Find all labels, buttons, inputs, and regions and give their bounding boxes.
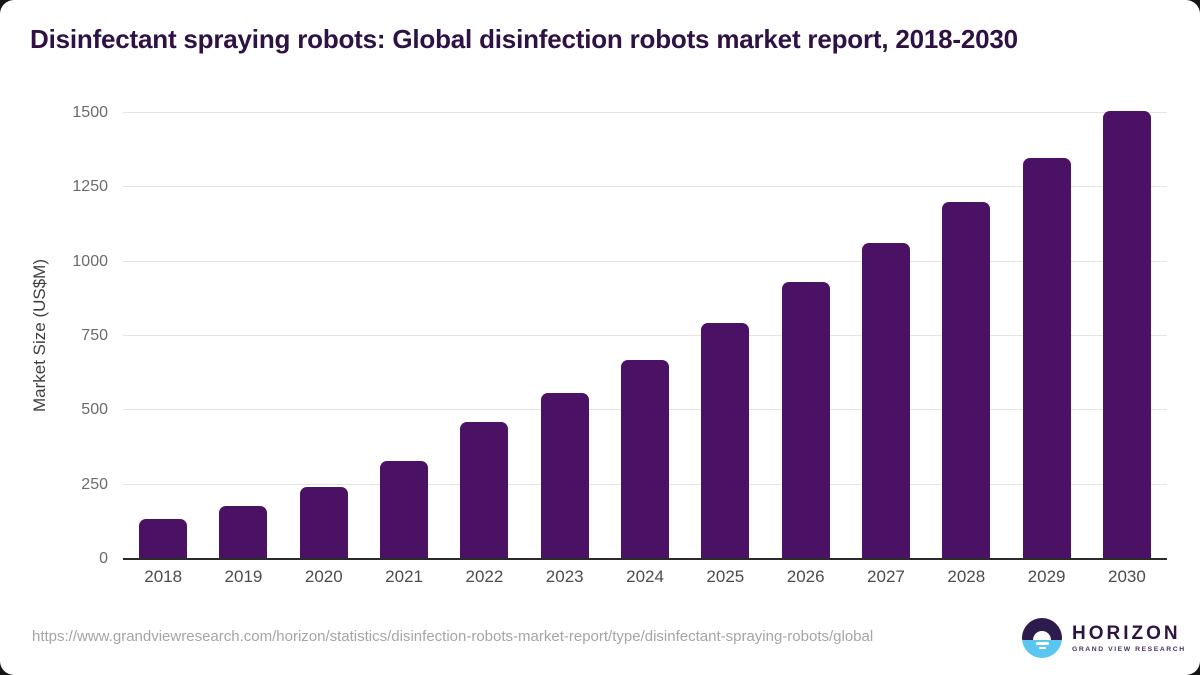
bar-slot-2023	[525, 113, 605, 559]
gridline-750	[123, 335, 1167, 336]
bar-2029	[1022, 157, 1071, 559]
x-tick-label-2030: 2030	[1107, 567, 1146, 586]
x-tick-label-2027: 2027	[867, 567, 905, 586]
bar-2021	[380, 461, 429, 559]
bar-2026	[781, 281, 830, 559]
bar-slot-2030	[1087, 111, 1167, 559]
bar-2028	[942, 202, 991, 559]
bar-2027	[861, 243, 910, 559]
chart-title: Disinfectant spraying robots: Global dis…	[30, 24, 1018, 54]
bar-slot-2028	[926, 113, 1006, 559]
bar-2024	[621, 360, 670, 559]
y-tick-label-0: 0	[99, 550, 108, 567]
y-tick-label-1250: 1250	[72, 178, 108, 196]
y-tick-label-500: 500	[81, 401, 108, 419]
x-tick-label-2029: 2029	[1027, 567, 1066, 586]
x-tick-label-2028: 2028	[947, 567, 986, 586]
x-axis-line	[123, 558, 1167, 560]
logo-name: HORIZON	[1072, 622, 1181, 644]
y-tick-label-1000: 1000	[72, 252, 108, 270]
bar-slot-2029	[1006, 113, 1086, 559]
bar-slot-2020	[284, 113, 364, 559]
bar-slot-2018	[123, 113, 203, 559]
bar-slot-2025	[685, 113, 765, 559]
x-tick-label-2022: 2022	[465, 567, 504, 586]
logo-tagline: GRAND VIEW RESEARCH	[1072, 645, 1186, 653]
gridline-1000	[123, 260, 1167, 262]
bar-2030	[1102, 111, 1151, 559]
y-tick-label-1500: 1500	[72, 104, 108, 121]
x-tick-label-2025: 2025	[706, 567, 745, 586]
bar-slot-2021	[364, 113, 444, 559]
y-tick-label-250: 250	[81, 475, 108, 493]
y-axis-ticks: 0 250 500 750 1000 1250 1500	[0, 104, 108, 567]
gridline-1250	[123, 186, 1167, 188]
bar-2025	[701, 322, 750, 559]
bar-2018	[139, 518, 188, 559]
x-tick-label-2023: 2023	[545, 567, 584, 586]
x-tick-label-2021: 2021	[385, 567, 423, 586]
bar-slot-2022	[444, 113, 524, 559]
bar-2023	[540, 392, 589, 559]
horizon-logo: HORIZON GRAND VIEW RESEARCH	[1022, 618, 1186, 658]
bar-2020	[299, 487, 348, 559]
sun-reflection-icon	[1039, 647, 1046, 649]
plot-area	[123, 111, 1167, 560]
gridline-1500	[123, 112, 1167, 113]
logo-text: HORIZON GRAND VIEW RESEARCH	[1072, 624, 1186, 653]
x-tick-label-2018: 2018	[144, 567, 183, 586]
x-axis-ticks: 2018 2019 2020 2021 2022 2023 2024 2025 2026 2027…	[123, 567, 1167, 587]
bar-slot-2024	[605, 113, 685, 559]
bar-slot-2027	[846, 113, 926, 559]
horizon-globe-icon	[1022, 618, 1062, 658]
x-tick-label-2024: 2024	[626, 567, 664, 586]
sun-reflection-icon	[1036, 642, 1049, 645]
x-tick-label-2026: 2026	[786, 567, 825, 586]
bar-slot-2026	[766, 113, 846, 559]
x-tick-label-2019: 2019	[224, 567, 263, 586]
source-url: https://www.grandviewresearch.com/horizo…	[32, 628, 874, 645]
sun-icon	[1033, 631, 1051, 640]
x-tick-label-2020: 2020	[304, 567, 343, 586]
bar-series	[123, 111, 1167, 559]
bar-2022	[460, 421, 509, 559]
bar-2019	[219, 506, 268, 559]
bar-slot-2019	[203, 113, 283, 559]
y-tick-label-750: 750	[81, 327, 108, 344]
